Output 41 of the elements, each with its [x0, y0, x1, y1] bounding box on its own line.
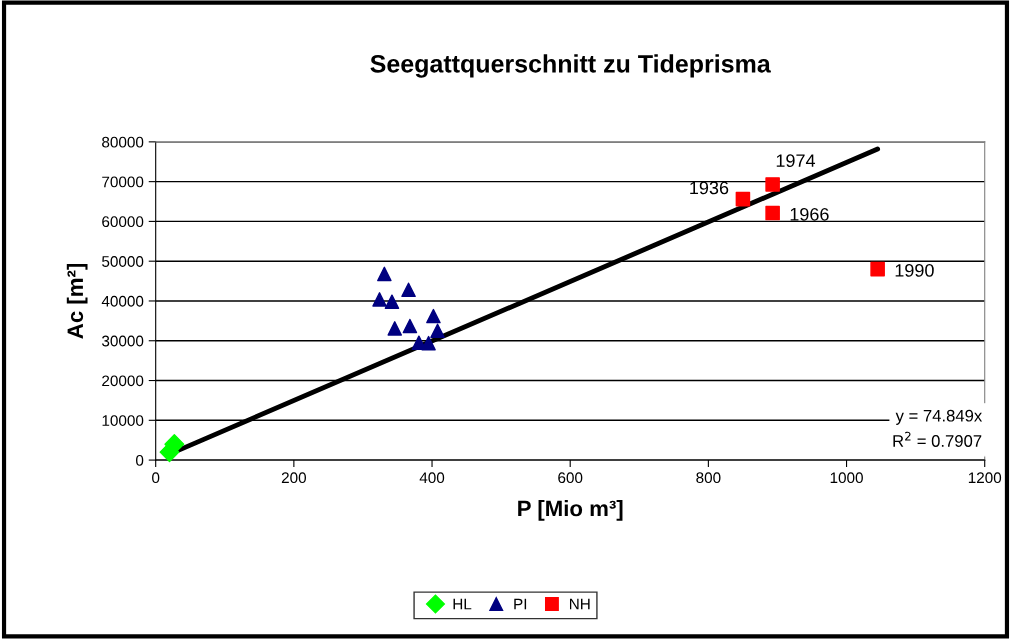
- x-tick-label: 1000: [830, 472, 863, 484]
- x-tick-label: 200: [281, 472, 307, 484]
- annotation: 1990: [895, 263, 934, 277]
- x-axis-title: P [Mio m³]: [518, 500, 623, 521]
- y-tick-label: 0: [135, 454, 144, 466]
- legend-label: NH: [569, 598, 590, 610]
- annotation: 1936: [690, 181, 729, 195]
- point: [384, 294, 400, 310]
- point: [401, 282, 416, 298]
- point: [402, 318, 418, 334]
- legend-label: PI: [514, 598, 527, 610]
- point: [372, 292, 387, 307]
- y-tick-label: 30000: [101, 335, 144, 347]
- point: [377, 266, 392, 282]
- point: [735, 191, 751, 207]
- y-tick-label: 40000: [101, 295, 144, 307]
- y-tick-label: 50000: [102, 256, 144, 267]
- annotation: 1974: [776, 154, 816, 168]
- chart-title: Seegattquerschnitt zu Tideprisma: [370, 54, 771, 78]
- point: [387, 321, 403, 336]
- annotation: y = 74.849x: [895, 409, 983, 425]
- point: [421, 335, 436, 351]
- y-tick-label: 10000: [102, 415, 144, 426]
- point: [765, 177, 780, 192]
- point: [765, 205, 780, 221]
- y-tick-label: 70000: [102, 176, 144, 188]
- y-tick-label: 80000: [102, 136, 144, 148]
- x-tick-label: 1200: [968, 472, 1002, 484]
- point: [426, 308, 441, 324]
- annotation: 1966: [790, 207, 829, 221]
- point: [870, 261, 885, 277]
- y-axis-title: Ac [m²]: [66, 263, 88, 339]
- annotation: R$^{2}$ = 0.7907: [893, 431, 982, 447]
- legend-label: HL: [453, 598, 472, 610]
- x-tick-label: 0: [152, 472, 160, 484]
- y-tick-label: 60000: [102, 216, 144, 228]
- y-tick-label: 20000: [102, 375, 144, 387]
- x-tick-label: 600: [558, 472, 583, 484]
- x-tick-label: 800: [696, 472, 721, 484]
- x-tick-label: 400: [419, 472, 445, 484]
- point: [430, 323, 445, 339]
